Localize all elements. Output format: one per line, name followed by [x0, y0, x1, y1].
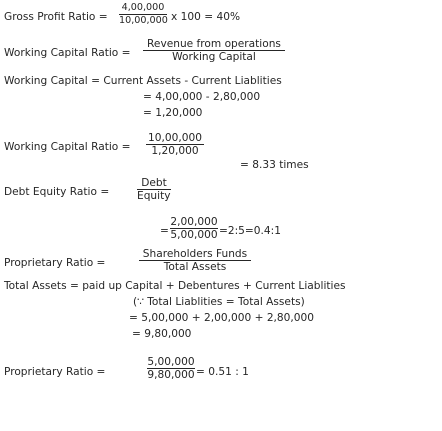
total-assets-substitution: = 5,00,000 + 2,00,000 + 2,80,000: [129, 312, 314, 324]
wc-ratio-formula-label: Working Capital Ratio =: [4, 47, 131, 59]
gross-profit-fraction: 4,00,000 10,00,000: [119, 2, 168, 27]
working-capital-formula: Working Capital = Current Assets - Curre…: [4, 75, 282, 87]
wc-ratio-calc-result: = 8.33 times: [240, 159, 309, 171]
proprietary-calc-denominator: 9,80,000: [147, 368, 195, 381]
debt-equity-formula-fraction: Debt Equity: [137, 177, 171, 202]
gross-profit-label: Gross Profit Ratio =: [4, 11, 108, 23]
wc-ratio-formula-fraction: Revenue from operations Working Capital: [143, 38, 285, 63]
gross-profit-denominator: 10,00,000: [119, 14, 168, 26]
wc-ratio-formula-numerator: Revenue from operations: [147, 38, 281, 50]
debt-equity-calc-equals: =: [160, 225, 169, 237]
debt-equity-formula-numerator: Debt: [141, 177, 167, 189]
proprietary-formula-denominator: Total Assets: [139, 260, 251, 273]
wc-ratio-calc-label: Working Capital Ratio =: [4, 141, 131, 153]
total-assets-formula: Total Assets = paid up Capital + Debentu…: [4, 280, 346, 292]
proprietary-formula-fraction: Shareholders Funds Total Assets: [139, 248, 251, 273]
proprietary-calc-label: Proprietary Ratio =: [4, 366, 106, 378]
debt-equity-formula-label: Debt Equity Ratio =: [4, 186, 110, 198]
wc-ratio-calc-numerator: 10,00,000: [148, 132, 202, 144]
proprietary-calc-fraction: 5,00,000 9,80,000: [147, 356, 195, 381]
working-capital-value: = 1,20,000: [143, 107, 203, 119]
working-capital-substitution: = 4,00,000 - 2,80,000: [143, 91, 261, 103]
debt-equity-calc-fraction: 2,00,000 5,00,000: [170, 216, 218, 241]
total-assets-value: = 9,80,000: [132, 328, 192, 340]
wc-ratio-formula-denominator: Working Capital: [143, 50, 285, 63]
debt-equity-calc-numerator: 2,00,000: [170, 216, 218, 228]
proprietary-formula-label: Proprietary Ratio =: [4, 257, 106, 269]
proprietary-formula-numerator: Shareholders Funds: [142, 248, 248, 260]
proprietary-calc-result: = 0.51 : 1: [196, 366, 249, 378]
wc-ratio-calc-fraction: 10,00,000 1,20,000: [146, 132, 204, 157]
debt-equity-calc-result: =2:5=0.4:1: [219, 225, 281, 237]
wc-ratio-calc-denominator: 1,20,000: [146, 144, 204, 157]
debt-equity-formula-denominator: Equity: [137, 189, 171, 202]
gross-profit-result: x 100 = 40%: [171, 11, 241, 23]
gross-profit-numerator: 4,00,000: [121, 2, 165, 13]
total-assets-note: (∵ Total Liablities = Total Assets): [133, 296, 305, 308]
debt-equity-calc-denominator: 5,00,000: [170, 228, 218, 241]
proprietary-calc-numerator: 5,00,000: [147, 356, 195, 368]
